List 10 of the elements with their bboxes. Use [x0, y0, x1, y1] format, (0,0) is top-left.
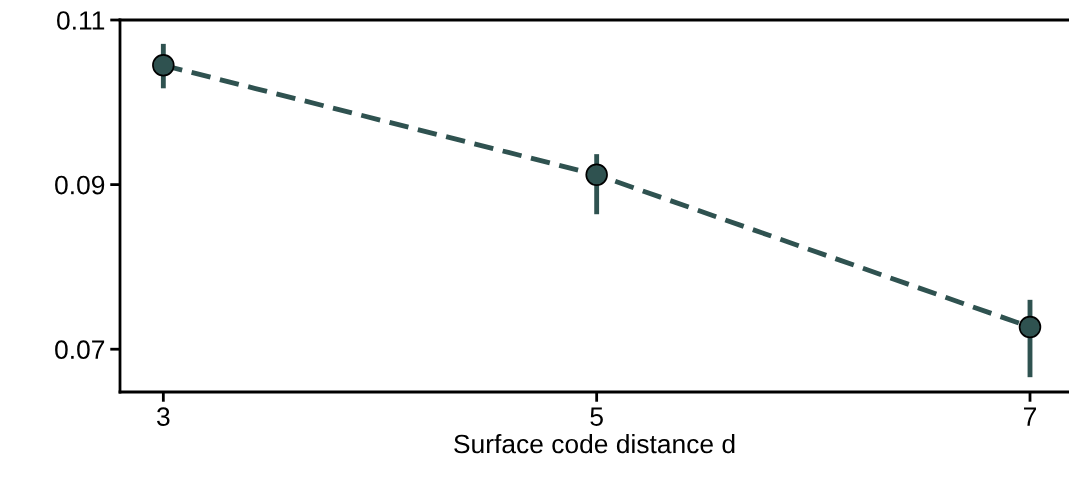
y-tick-label: 0.07	[55, 340, 105, 360]
x-tick-label: 7	[1024, 407, 1037, 426]
point	[152, 54, 175, 77]
y-tick-label: 0.11	[57, 11, 105, 30]
x-tick-label: 3	[157, 407, 170, 426]
point	[585, 163, 608, 186]
x-axis-title: Surface code distance d	[454, 433, 735, 454]
point	[1018, 315, 1042, 339]
x-tick-label: 5	[590, 407, 603, 426]
y-tick-label: 0.09	[55, 175, 105, 195]
